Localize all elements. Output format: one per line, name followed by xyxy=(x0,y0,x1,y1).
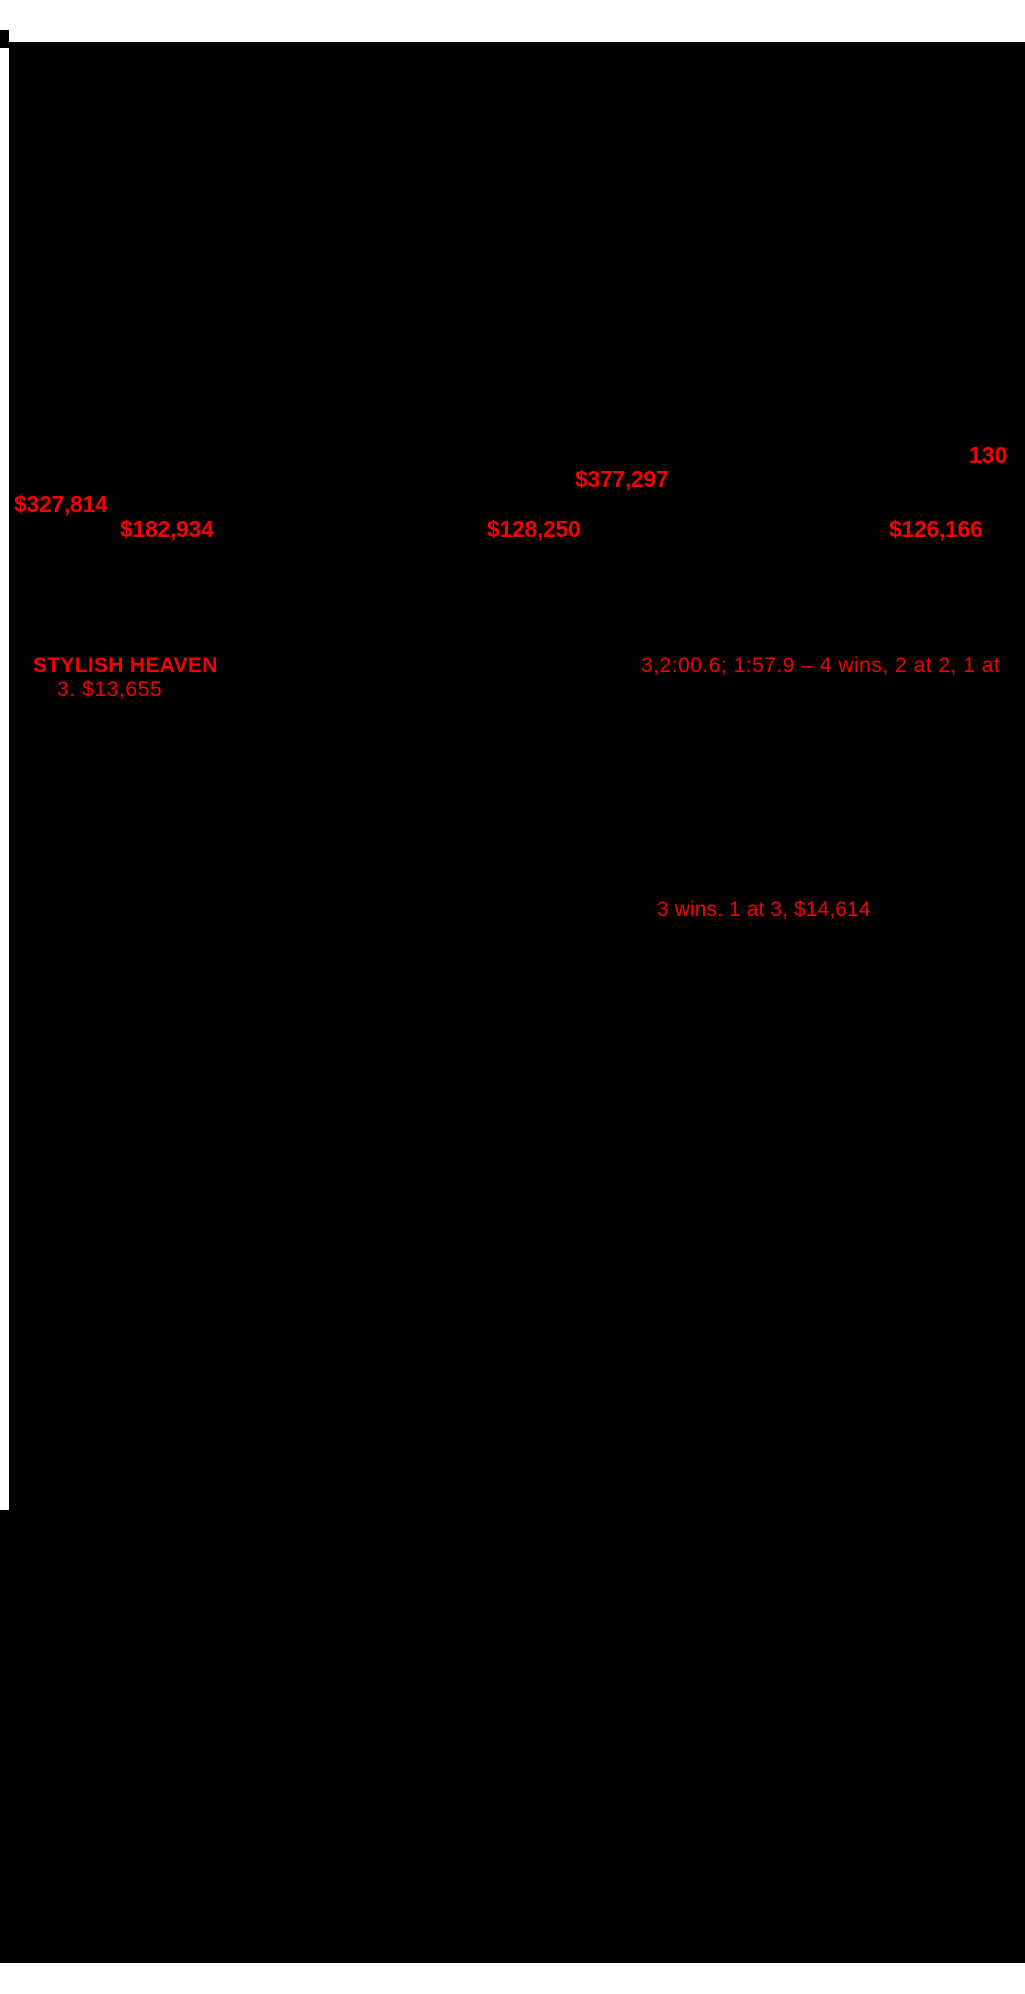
horse-name: STYLISH HEAVEN xyxy=(33,654,218,677)
earnings-amount-top: $377,297 xyxy=(575,466,669,492)
race-record-line: 3,2:00.6; 1:57.9 – 4 wins, 2 at 2, 1 at xyxy=(641,654,1001,677)
catalog-page-body xyxy=(9,42,1025,1963)
earnings-amount-row-1: $182,934 xyxy=(120,516,214,542)
race-record-continuation: 3. $13,655 xyxy=(57,678,163,701)
earnings-amount-row-3: $126,166 xyxy=(889,516,983,542)
earnings-amount-row-2: $128,250 xyxy=(487,516,581,542)
earnings-amount-left: $327,814 xyxy=(14,491,108,517)
hip-number: 130 xyxy=(969,442,1008,468)
scan-artifact-top-left xyxy=(0,30,9,48)
scan-artifact-bottom-left xyxy=(0,1510,9,1963)
produce-record-line: 3 wins. 1 at 3, $14,614 xyxy=(657,898,871,921)
